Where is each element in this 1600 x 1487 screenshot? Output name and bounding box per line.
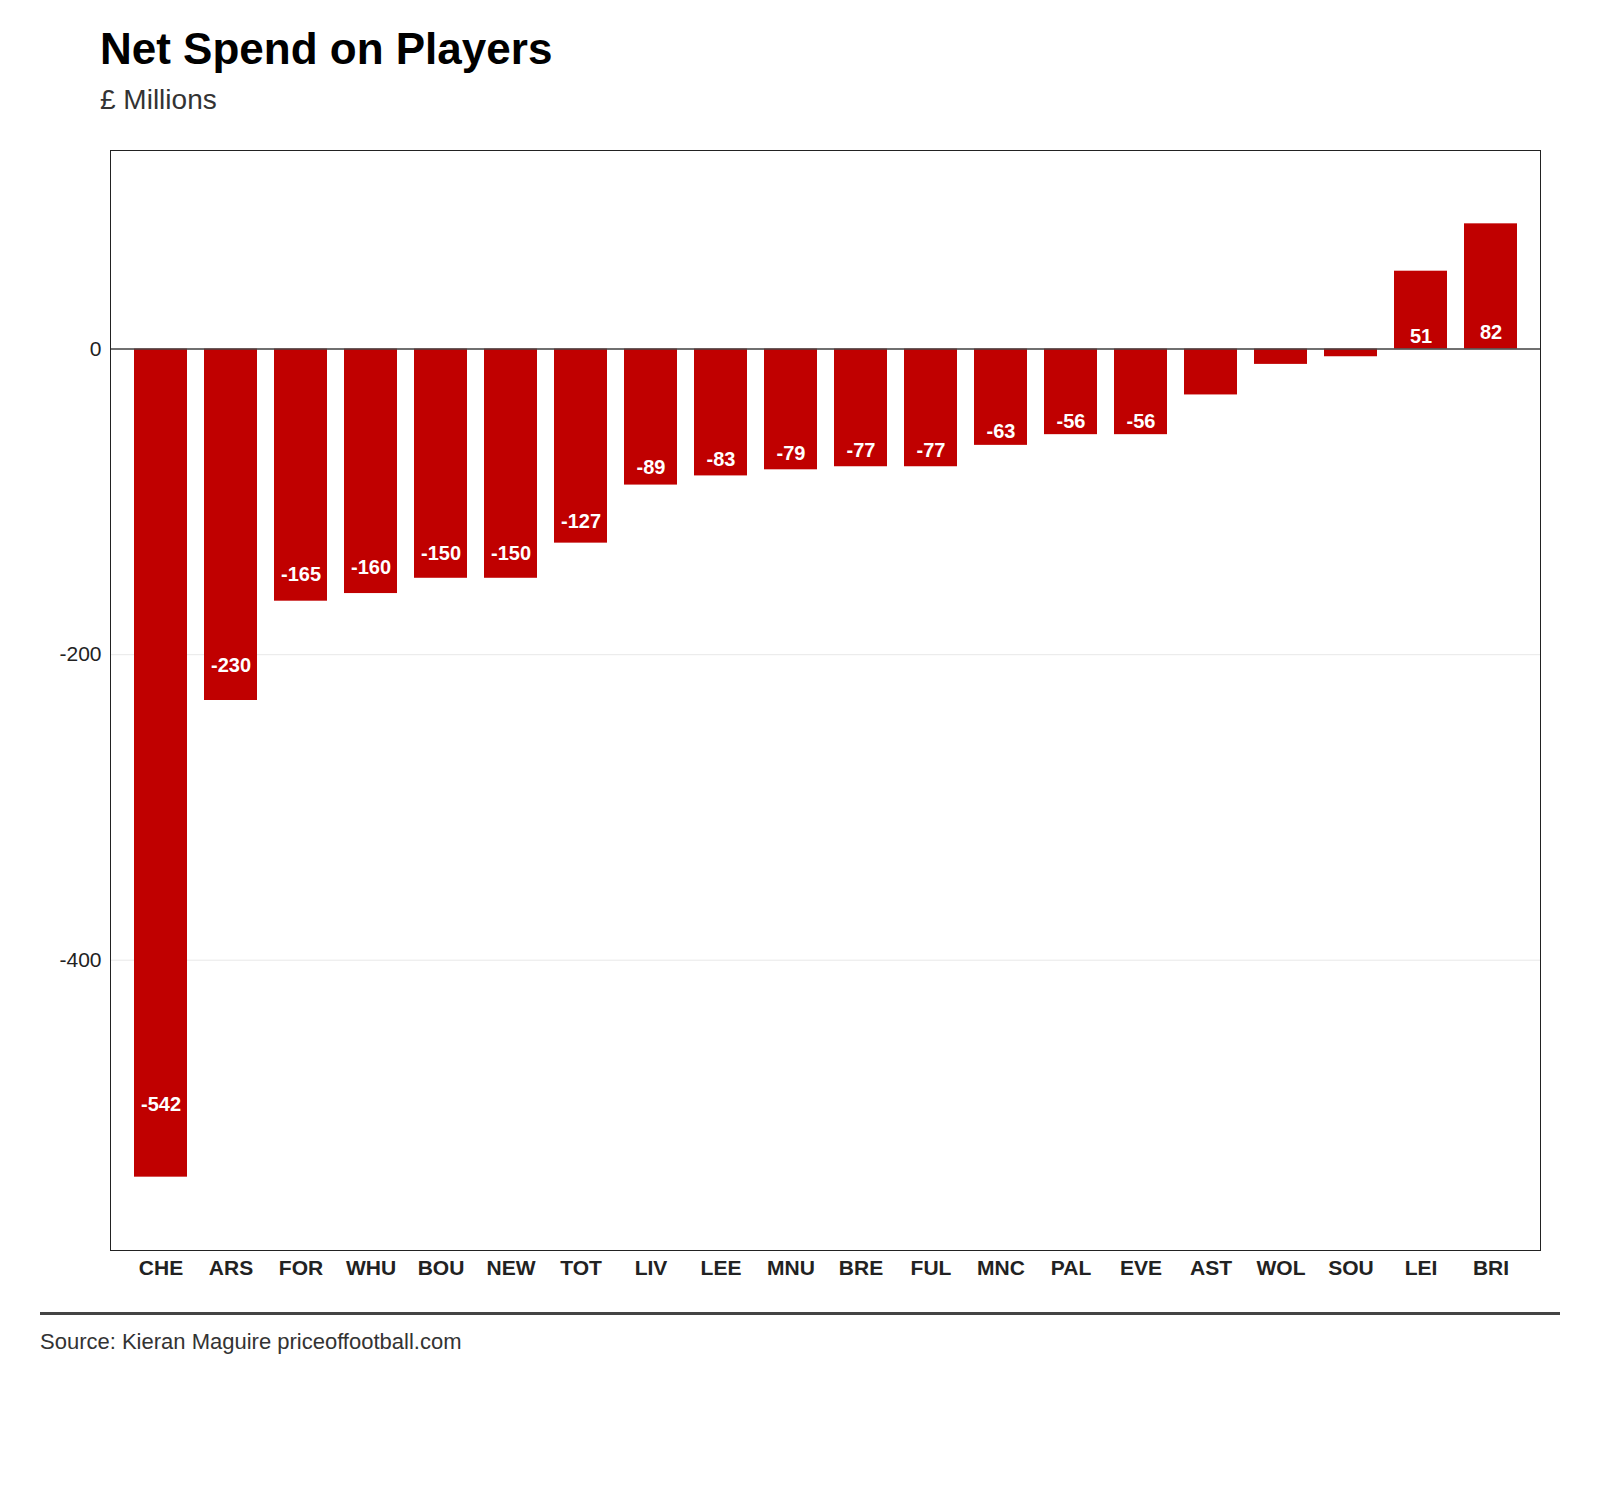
svg-text:-89: -89 — [637, 456, 666, 478]
html-text:Net Spend on Players: Net Spend on Players — [100, 24, 553, 73]
svg-text:EVE: EVE — [1120, 1256, 1162, 1279]
svg-text:ARS: ARS — [209, 1256, 253, 1279]
svg-text:-400: -400 — [59, 948, 101, 971]
svg-text:TOT: TOT — [560, 1256, 602, 1279]
svg-text:BRI: BRI — [1473, 1256, 1509, 1279]
svg-text:FOR: FOR — [279, 1256, 323, 1279]
html-text:£ Millions: £ Millions — [100, 84, 217, 115]
svg-text:CHE: CHE — [139, 1256, 183, 1279]
svg-text:AST: AST — [1190, 1256, 1232, 1279]
svg-text:WOL: WOL — [1257, 1256, 1306, 1279]
svg-text:MNC: MNC — [977, 1256, 1025, 1279]
svg-text:-83: -83 — [707, 448, 736, 470]
svg-text:-165: -165 — [281, 563, 321, 585]
svg-text:51: 51 — [1410, 325, 1432, 347]
svg-text:WHU: WHU — [346, 1256, 396, 1279]
html-text:Source: Kieran Maguire priceof: Source: Kieran Maguire priceoffootball.c… — [40, 1329, 462, 1354]
svg-text:-150: -150 — [491, 542, 531, 564]
svg-text:BOU: BOU — [418, 1256, 465, 1279]
svg-text:-63: -63 — [987, 420, 1016, 442]
svg-text:MNU: MNU — [767, 1256, 815, 1279]
svg-text:-79: -79 — [777, 442, 806, 464]
svg-text:-160: -160 — [351, 556, 391, 578]
svg-text:FUL: FUL — [911, 1256, 952, 1279]
svg-text:SOU: SOU — [1328, 1256, 1374, 1279]
svg-text:-127: -127 — [561, 510, 601, 532]
svg-text:-542: -542 — [141, 1093, 181, 1115]
svg-text:82: 82 — [1480, 321, 1502, 343]
svg-text:-56: -56 — [1127, 410, 1156, 432]
svg-text:LIV: LIV — [635, 1256, 668, 1279]
svg-text:-77: -77 — [847, 439, 876, 461]
svg-text:-56: -56 — [1057, 410, 1086, 432]
svg-text:-200: -200 — [59, 642, 101, 665]
svg-text:-77: -77 — [917, 439, 946, 461]
svg-text:0: 0 — [90, 337, 102, 360]
svg-text:-230: -230 — [211, 654, 251, 676]
svg-text:BRE: BRE — [839, 1256, 883, 1279]
svg-text:-150: -150 — [421, 542, 461, 564]
svg-text:PAL: PAL — [1051, 1256, 1092, 1279]
svg-text:NEW: NEW — [487, 1256, 536, 1279]
svg-text:LEE: LEE — [701, 1256, 742, 1279]
svg-text:LEI: LEI — [1405, 1256, 1438, 1279]
